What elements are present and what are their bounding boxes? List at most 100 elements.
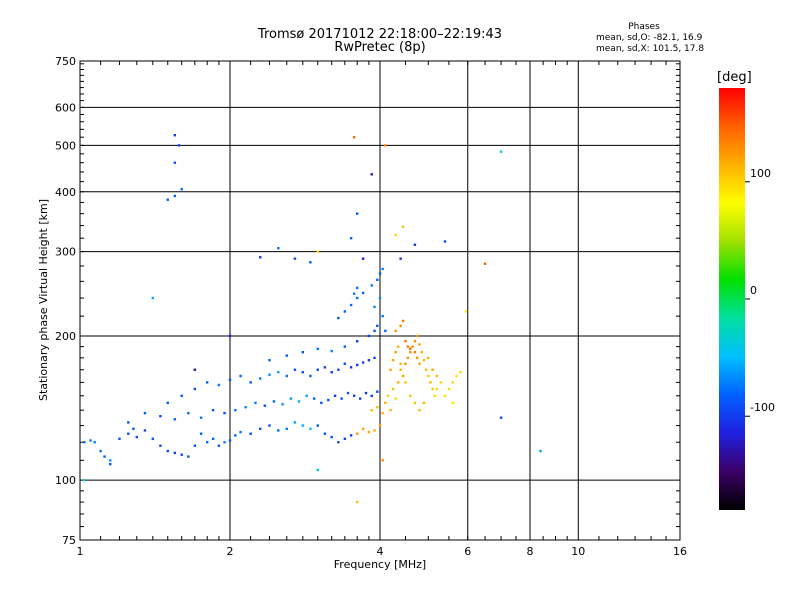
data-point xyxy=(435,374,438,378)
data-point xyxy=(384,329,387,333)
data-point xyxy=(367,334,371,338)
data-point xyxy=(370,408,373,412)
data-point xyxy=(223,441,226,444)
data-point xyxy=(355,212,359,215)
data-point xyxy=(389,368,392,371)
data-point xyxy=(180,187,183,191)
x-tick-label: 16 xyxy=(673,545,687,558)
data-point xyxy=(343,362,347,365)
data-point xyxy=(320,401,323,405)
data-point xyxy=(223,411,226,415)
data-point xyxy=(443,394,447,398)
phase-heading: Phases xyxy=(628,22,660,32)
data-point xyxy=(404,381,407,384)
data-point xyxy=(373,329,376,333)
data-point xyxy=(451,401,455,405)
data-point xyxy=(173,418,177,421)
data-point xyxy=(337,368,340,371)
data-point xyxy=(173,161,177,164)
y-tick-label: 75 xyxy=(62,534,76,547)
data-point xyxy=(424,368,428,371)
data-point xyxy=(337,441,340,444)
data-point xyxy=(330,371,333,374)
data-point xyxy=(349,434,353,437)
data-point xyxy=(376,324,379,328)
data-point xyxy=(361,361,365,364)
data-point xyxy=(193,368,197,371)
colorbar-tick-label: 100 xyxy=(750,167,771,180)
data-point xyxy=(316,347,319,351)
data-point xyxy=(352,135,356,139)
data-point xyxy=(301,371,305,374)
data-point xyxy=(422,359,426,362)
data-point xyxy=(378,272,382,275)
data-points xyxy=(83,133,542,504)
data-point xyxy=(361,427,365,431)
data-point xyxy=(205,381,209,384)
data-point xyxy=(361,291,365,295)
data-point xyxy=(373,305,376,309)
phase-x-mode: mean, sd,X: 101.5, 17.8 xyxy=(596,44,705,54)
data-point xyxy=(352,292,356,295)
x-axis-label: Frequency [MHz] xyxy=(334,558,426,571)
data-point xyxy=(109,459,112,462)
data-point xyxy=(394,350,397,354)
data-point xyxy=(293,257,297,260)
data-point xyxy=(323,366,327,369)
data-point xyxy=(127,421,130,424)
data-point xyxy=(343,310,347,313)
data-point xyxy=(228,334,232,338)
data-point xyxy=(297,400,301,403)
data-point xyxy=(355,340,359,343)
data-point xyxy=(413,243,417,246)
data-point xyxy=(443,240,447,243)
data-point xyxy=(135,435,138,439)
data-point xyxy=(301,350,305,354)
data-point xyxy=(340,397,343,400)
data-point xyxy=(330,435,333,439)
data-point xyxy=(459,371,462,374)
data-point xyxy=(187,411,190,415)
data-point xyxy=(384,401,387,405)
data-point xyxy=(435,387,438,391)
data-point xyxy=(268,373,271,376)
data-point xyxy=(159,414,162,418)
data-point xyxy=(293,421,297,424)
data-point xyxy=(413,350,417,354)
data-point xyxy=(422,401,426,405)
data-point xyxy=(499,416,503,419)
data-point xyxy=(259,256,262,259)
data-point xyxy=(352,394,356,398)
data-point xyxy=(289,397,293,400)
data-point xyxy=(293,368,297,371)
data-point xyxy=(99,449,102,453)
data-point xyxy=(420,350,423,354)
x-tick-label: 8 xyxy=(527,545,534,558)
colorbar-tick-label: 0 xyxy=(750,284,757,297)
grid-lines xyxy=(80,61,680,540)
data-point xyxy=(234,408,237,412)
data-point xyxy=(499,150,503,153)
data-point xyxy=(343,437,347,440)
data-point xyxy=(415,334,419,338)
data-point xyxy=(391,387,395,391)
x-tick-label: 10 xyxy=(571,545,585,558)
data-point xyxy=(384,144,387,147)
data-point xyxy=(277,429,280,432)
data-point xyxy=(396,381,400,384)
data-point xyxy=(316,468,319,472)
data-point xyxy=(355,432,359,435)
data-point xyxy=(431,368,434,371)
data-point xyxy=(361,257,365,260)
data-point xyxy=(439,381,443,384)
data-point xyxy=(464,310,468,313)
data-point xyxy=(413,340,417,343)
data-point xyxy=(370,394,373,398)
data-point xyxy=(378,296,382,300)
data-point xyxy=(381,459,384,462)
colorbar-unit: [deg] xyxy=(717,70,752,85)
data-point xyxy=(333,394,337,398)
data-point xyxy=(173,194,177,198)
data-point xyxy=(285,374,288,378)
